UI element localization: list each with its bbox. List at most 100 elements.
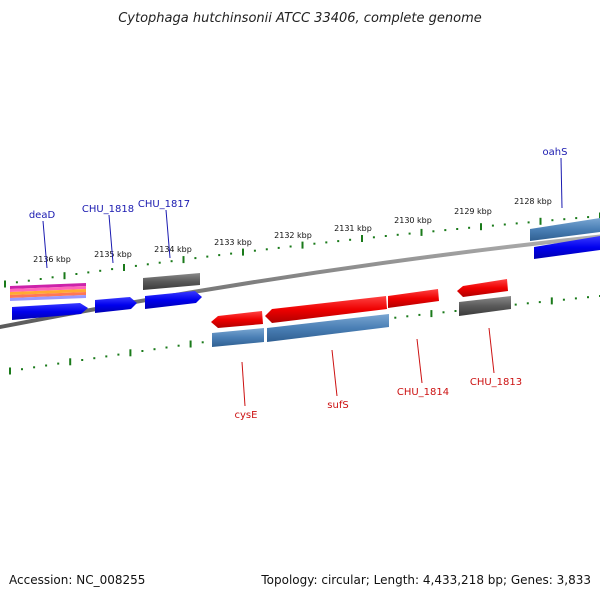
minor-tick [177,344,180,347]
CHU_1814-gene-arrow[interactable] [388,289,439,308]
minor-tick [141,350,144,352]
minor-tick [574,297,577,300]
minor-tick [575,217,578,220]
kbp-label: 2134 kbp [154,245,192,254]
minor-tick [384,235,387,237]
minor-tick [587,296,589,299]
major-tick [4,280,6,288]
minor-tick [406,315,409,318]
gene-label-CHU_1817[interactable]: CHU_1817 [138,199,190,210]
minor-tick [587,216,590,219]
feature-bar [10,283,86,289]
feature-bar [10,295,86,301]
reverse-features [211,279,511,347]
minor-tick [527,221,530,224]
minor-tick [111,268,114,271]
major-tick [539,217,542,225]
topology-text: Topology: circular; Length: 4,433,218 bp… [261,573,591,587]
minor-tick [394,316,397,319]
gene-label-sufS[interactable]: sufS [327,400,348,411]
minor-tick [81,359,84,361]
minor-tick [418,313,421,316]
label-connector [108,214,114,264]
minor-tick [551,219,554,222]
minor-tick [194,257,197,260]
cysE-cds-bar[interactable] [212,328,264,347]
minor-tick [253,249,256,252]
CHU_1818-gene-arrow[interactable] [95,297,137,313]
deaD-feature-stack[interactable] [10,283,86,301]
minor-tick [75,273,78,275]
minor-tick [206,255,209,258]
sufS-gene-arrow[interactable] [265,296,387,323]
minor-tick [134,264,137,267]
label-connector [165,209,171,259]
minor-tick [146,263,149,266]
kbp-label: 2129 kbp [454,207,492,216]
minor-tick [27,279,30,282]
CHU_1817-cds-bar[interactable] [143,273,200,290]
minor-tick [105,355,108,358]
sufS-cds-bar[interactable] [267,314,389,342]
minor-tick [39,278,42,280]
CHU_1813-gene-arrow[interactable] [457,279,508,297]
minor-tick [33,366,36,369]
minor-tick [563,218,566,221]
oahS-gene-arrow[interactable] [534,236,600,259]
label-connector [560,157,563,209]
major-tick [361,235,363,242]
minor-tick [117,353,120,356]
kbp-labels: 2128 kbp 2129 kbp 2130 kbp 2131 kbp 2132… [33,197,552,264]
label-connector [488,327,495,374]
minor-tick [201,341,204,344]
minor-tick [325,241,328,244]
minor-tick [165,346,168,349]
minor-tick [456,228,459,230]
minor-tick [515,222,518,225]
major-tick [69,358,72,366]
label-connector [416,338,423,384]
map-title: Cytophaga hutchinsonii ATCC 33406, compl… [118,11,482,26]
major-tick [123,264,125,271]
minor-tick [514,303,517,306]
tick-track-top [4,212,600,288]
gene-label-CHU_1818[interactable]: CHU_1818 [82,204,134,215]
gene-label-oahS[interactable]: oahS [543,147,568,158]
feature-bar [10,292,86,298]
label-connector [241,361,246,407]
minor-tick [372,236,375,239]
minor-tick [313,242,316,245]
oahS-cds-bar[interactable] [530,218,600,241]
gene-label-CHU_1813[interactable]: CHU_1813 [470,377,522,388]
label-connector [331,349,338,397]
gene-label-deaD[interactable]: deaD [29,210,56,221]
kbp-label: 2131 kbp [334,224,372,233]
major-tick [9,367,11,375]
major-tick [182,256,185,264]
minor-tick [337,240,340,243]
minor-tick [289,245,292,248]
major-tick [242,248,244,256]
minor-tick [503,223,506,226]
top-gene-labels: oahS CHU_1817 CHU_1818 deaD [29,147,568,269]
gene-label-CHU_1814[interactable]: CHU_1814 [397,387,449,398]
minor-tick [218,254,221,257]
deaD-gene-arrow[interactable] [12,303,88,320]
kbp-label: 2133 kbp [214,238,252,247]
minor-tick [562,298,565,301]
minor-tick [349,238,352,241]
major-tick [129,349,132,357]
gene-label-cysE[interactable]: cysE [235,410,258,421]
major-tick [480,223,482,231]
CHU_1813-cds-bar[interactable] [459,296,511,316]
major-tick [550,297,553,305]
label-connector [42,220,48,269]
CHU_1817-gene-arrow[interactable] [145,291,202,309]
cysE-gene-arrow[interactable] [211,311,263,328]
kbp-label: 2132 kbp [274,231,312,240]
minor-tick [170,260,173,263]
minor-tick [57,362,60,365]
minor-tick [444,229,447,232]
kbp-label: 2135 kbp [94,250,132,259]
